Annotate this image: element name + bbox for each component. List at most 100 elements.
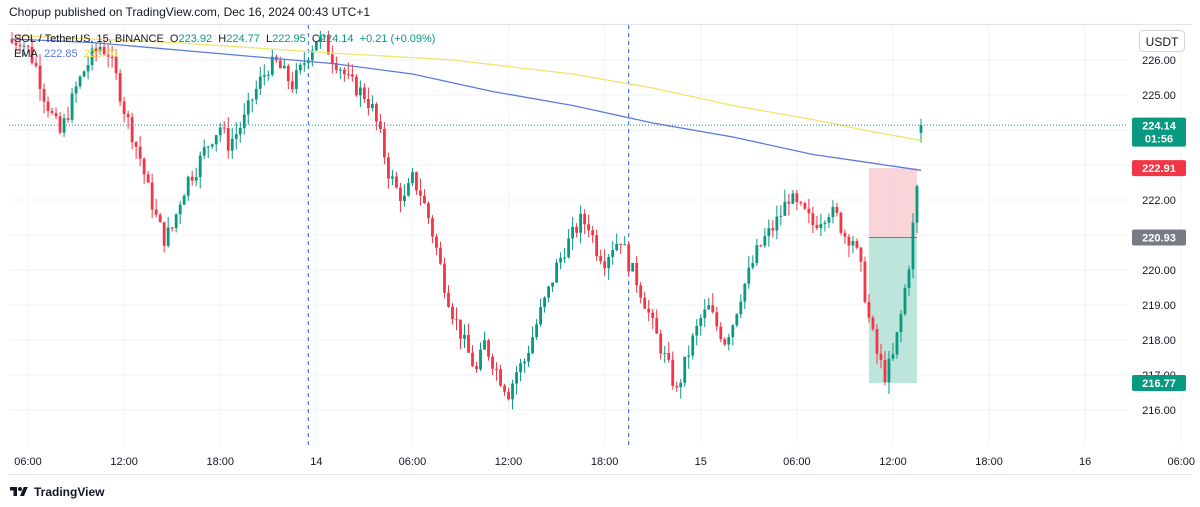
candle-body xyxy=(827,217,831,223)
candle-body xyxy=(186,176,190,196)
candle-body xyxy=(375,103,378,122)
candle-body xyxy=(919,125,923,133)
candle-body xyxy=(278,60,282,69)
candle-body xyxy=(270,56,274,75)
candle-body xyxy=(294,70,298,90)
x-tick-label: 06:00 xyxy=(1168,456,1196,468)
candle-body xyxy=(182,195,186,205)
x-tick-label: 18:00 xyxy=(591,456,619,468)
legend-symbol: SOL / TetherUS, 15, BINANCE xyxy=(14,33,164,45)
candle-body xyxy=(447,292,450,307)
candle-body xyxy=(86,65,90,72)
candle-body xyxy=(747,267,751,284)
candle-body xyxy=(699,317,703,326)
candle-body xyxy=(459,319,462,339)
legend-high-value: 224.77 xyxy=(226,33,260,45)
y-tick-label: 219.00 xyxy=(1142,300,1176,312)
candle-body xyxy=(915,186,919,223)
candle-body xyxy=(811,213,815,226)
candle-body xyxy=(138,146,142,159)
price-badge-entry-text: 220.93 xyxy=(1142,232,1176,244)
legend-low-value: 222.95 xyxy=(272,33,306,45)
candle-body xyxy=(751,262,755,268)
legend-change: +0.21 (+0.09%) xyxy=(359,33,436,45)
candle-body xyxy=(318,36,322,42)
candle-body xyxy=(779,215,783,217)
candle-body xyxy=(483,340,486,350)
candles-group xyxy=(10,30,923,410)
chart-frame[interactable] xyxy=(9,24,1192,475)
candle-body xyxy=(491,356,494,369)
candle-body xyxy=(435,236,438,248)
candle-body xyxy=(675,385,679,388)
candle-body xyxy=(799,201,803,204)
candle-body xyxy=(599,256,603,262)
candle-body xyxy=(302,63,306,65)
candle-body xyxy=(507,391,510,400)
candle-body xyxy=(615,243,619,251)
candle-body xyxy=(218,127,222,136)
candle-body xyxy=(519,363,522,373)
candle-body xyxy=(771,228,775,231)
candle-body xyxy=(415,172,418,191)
candle-body xyxy=(691,335,695,356)
candle-body xyxy=(26,45,30,47)
candle-body xyxy=(266,74,270,76)
candle-body xyxy=(407,183,410,196)
price-badge-entry xyxy=(1132,229,1186,246)
candle-body xyxy=(871,317,875,330)
candle-body xyxy=(70,93,74,120)
candle-body xyxy=(142,158,146,175)
candle-body xyxy=(431,218,434,237)
candle-body xyxy=(631,263,635,272)
candle-body xyxy=(543,297,546,308)
ema-slow-line xyxy=(11,34,922,142)
candle-body xyxy=(907,269,911,289)
candle-body xyxy=(703,309,707,318)
tradingview-footer[interactable]: TradingView xyxy=(8,482,104,502)
candle-body xyxy=(503,385,506,392)
candle-body xyxy=(627,244,631,272)
candle-body xyxy=(411,172,414,184)
candle-body xyxy=(607,256,611,269)
x-tick-label: 12:00 xyxy=(879,456,907,468)
candle-body xyxy=(106,54,110,58)
candle-body xyxy=(635,263,639,286)
stop-loss-zone xyxy=(868,168,917,238)
candle-body xyxy=(330,54,334,64)
candle-body xyxy=(114,57,118,74)
candle-body xyxy=(230,138,234,151)
legend-close-value: 224.14 xyxy=(319,33,354,45)
x-tick-label: 12:00 xyxy=(495,456,523,468)
candle-body xyxy=(102,46,106,55)
candle-body xyxy=(735,314,739,326)
candle-body xyxy=(206,146,210,148)
candle-body xyxy=(22,45,26,47)
candle-body xyxy=(603,261,607,269)
candle-body xyxy=(679,382,683,388)
candle-body xyxy=(535,324,538,338)
candle-body xyxy=(42,88,46,102)
currency-button[interactable]: USDT xyxy=(1139,30,1185,52)
candle-body xyxy=(839,212,843,233)
candle-body xyxy=(298,64,302,71)
candle-body xyxy=(767,228,771,237)
candle-body xyxy=(647,308,651,313)
candle-body xyxy=(595,235,599,257)
candle-body xyxy=(222,127,226,129)
legend-ohlc-row[interactable]: SOL / TetherUS, 15, BINANCE O223.92 H224… xyxy=(14,32,435,47)
candle-body xyxy=(855,241,859,248)
candle-body xyxy=(290,81,294,90)
candle-body xyxy=(727,337,731,345)
candle-body xyxy=(523,361,526,364)
candle-body xyxy=(18,45,22,47)
candle-body xyxy=(863,261,867,303)
legend-open-value: 223.92 xyxy=(178,33,213,45)
candle-body xyxy=(731,325,735,338)
legend-ema-row[interactable]: EMA 222.85 223.70 xyxy=(14,47,435,62)
candle-body xyxy=(803,203,807,209)
candle-body xyxy=(559,257,563,263)
candle-body xyxy=(879,353,883,360)
candle-body xyxy=(575,226,579,233)
